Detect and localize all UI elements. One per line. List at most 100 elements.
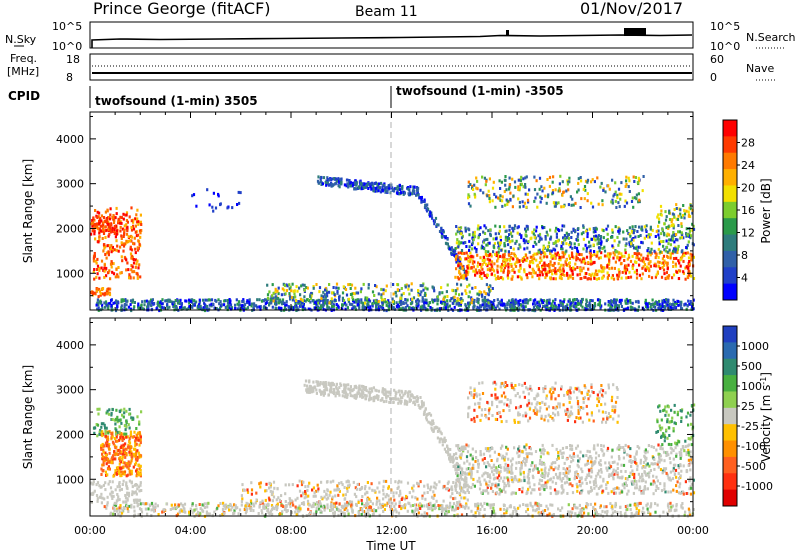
scatter-cell	[447, 238, 449, 241]
scatter-cell	[571, 231, 573, 234]
scatter-cell	[386, 304, 388, 307]
scatter-cell	[503, 225, 505, 228]
nsearch-spike	[506, 30, 509, 36]
scatter-cell	[481, 294, 483, 297]
scatter-cell	[477, 228, 479, 231]
scatter-cell	[625, 272, 627, 275]
scatter-cell	[583, 260, 585, 263]
scatter-cell	[98, 212, 100, 215]
scatter-cell	[380, 190, 382, 193]
scatter-cell	[125, 481, 127, 484]
scatter-cell	[594, 503, 596, 506]
scatter-cell	[252, 509, 254, 512]
scatter-cell	[606, 264, 608, 267]
scatter-cell	[259, 505, 261, 508]
scatter-cell	[393, 293, 395, 296]
scatter-cell	[380, 296, 382, 299]
scatter-cell	[498, 251, 500, 254]
scatter-cell	[114, 502, 116, 505]
scatter-cell	[128, 440, 130, 443]
scatter-cell	[351, 296, 353, 299]
scatter-cell	[131, 229, 133, 232]
scatter-cell	[197, 511, 199, 514]
scatter-cell	[534, 197, 536, 200]
scatter-cell	[409, 185, 411, 188]
scatter-cell	[560, 301, 562, 304]
scatter-cell	[562, 306, 564, 309]
scatter-cell	[137, 223, 139, 226]
scatter-cell	[385, 301, 387, 304]
scatter-cell	[325, 184, 327, 187]
scatter-cell	[606, 510, 608, 513]
scatter-cell	[648, 233, 650, 236]
scatter-cell	[549, 185, 551, 188]
scatter-cell	[356, 291, 358, 294]
scatter-cell	[506, 507, 508, 510]
scatter-cell	[517, 226, 519, 229]
scatter-cell	[495, 237, 497, 240]
scatter-cell	[104, 481, 106, 484]
scatter-cell	[533, 306, 535, 309]
scatter-cell	[540, 185, 542, 188]
scatter-cell	[492, 302, 494, 305]
scatter-cell	[512, 205, 514, 208]
scatter-cell	[578, 302, 580, 305]
scatter-cell	[583, 276, 585, 279]
scatter-cell	[625, 251, 627, 254]
scatter-cell	[109, 452, 111, 455]
scatter-cell	[497, 197, 499, 200]
scatter-cell	[609, 188, 611, 191]
scatter-cell	[545, 505, 547, 508]
scatter-cell	[483, 224, 485, 227]
scatter-cell	[550, 270, 552, 273]
scatter-cell	[120, 234, 122, 237]
scatter-cell	[511, 265, 513, 268]
scatter-cell	[417, 190, 419, 193]
scatter-cell	[577, 239, 579, 242]
scatter-cell	[166, 303, 168, 306]
scatter-cell	[331, 183, 333, 186]
scatter-cell	[206, 511, 208, 514]
scatter-cell	[543, 246, 545, 249]
scatter-cell	[108, 269, 110, 272]
scatter-cell	[634, 225, 636, 228]
scatter-cell	[133, 453, 135, 456]
scatter-cell	[490, 504, 492, 507]
scatter-cell	[130, 459, 132, 462]
scatter-cell	[524, 183, 526, 186]
scatter-cell	[645, 257, 647, 260]
scatter-cell	[630, 508, 632, 511]
scatter-cell	[639, 274, 641, 277]
scatter-cell	[233, 512, 235, 515]
scatter-cell	[125, 501, 127, 504]
scatter-cell	[628, 179, 630, 182]
scatter-cell	[627, 299, 629, 302]
scatter-cell	[634, 271, 636, 274]
scatter-cell	[479, 189, 481, 192]
scatter-cell	[424, 294, 426, 297]
colorbar-segment	[723, 251, 737, 268]
scatter-cell	[474, 196, 476, 199]
scatter-cell	[501, 181, 503, 184]
scatter-cell	[328, 283, 330, 286]
scatter-cell	[499, 242, 501, 245]
cpid-label: CPID	[8, 89, 40, 103]
scatter-cell	[519, 299, 521, 302]
scatter-cell	[143, 303, 145, 306]
scatter-cell	[113, 272, 115, 275]
scatter-cell	[455, 233, 457, 236]
scatter-cell	[523, 239, 525, 242]
scatter-cell	[131, 454, 133, 457]
scatter-cell	[109, 229, 111, 232]
scatter-cell	[536, 179, 538, 182]
scatter-cell	[614, 267, 616, 270]
scatter-cell	[119, 489, 121, 492]
scatter-cell	[566, 272, 568, 275]
scatter-cell	[675, 233, 677, 236]
scatter-cell	[509, 225, 511, 228]
scatter-cell	[503, 258, 505, 261]
scatter-cell	[687, 276, 689, 279]
scatter-cell	[642, 507, 644, 510]
scatter-cell	[138, 452, 140, 455]
